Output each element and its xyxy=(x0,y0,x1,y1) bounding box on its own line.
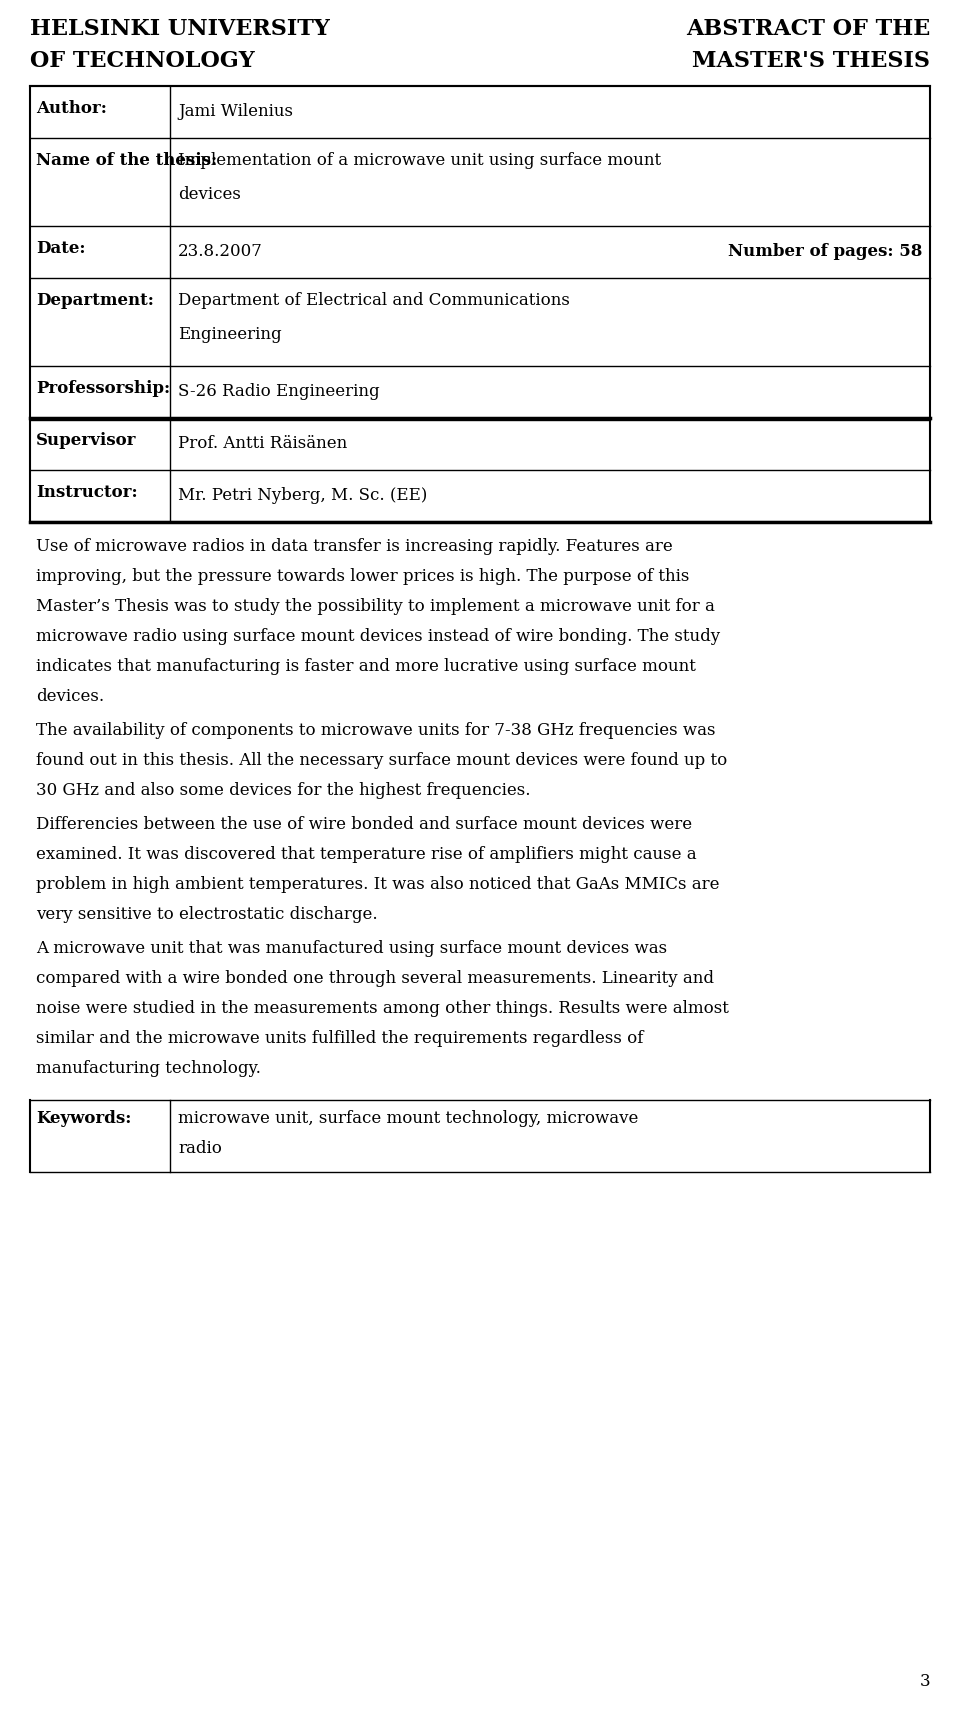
Text: Instructor:: Instructor: xyxy=(36,484,137,501)
Text: OF TECHNOLOGY: OF TECHNOLOGY xyxy=(30,50,254,72)
Text: Name of the thesis:: Name of the thesis: xyxy=(36,153,217,168)
Text: Differencies between the use of wire bonded and surface mount devices were: Differencies between the use of wire bon… xyxy=(36,817,692,832)
Bar xyxy=(30,86,930,522)
Text: compared with a wire bonded one through several measurements. Linearity and: compared with a wire bonded one through … xyxy=(36,970,714,987)
Text: examined. It was discovered that temperature rise of amplifiers might cause a: examined. It was discovered that tempera… xyxy=(36,846,697,863)
Text: noise were studied in the measurements among other things. Results were almost: noise were studied in the measurements a… xyxy=(36,1000,729,1018)
Text: 3: 3 xyxy=(920,1673,930,1690)
Text: HELSINKI UNIVERSITY: HELSINKI UNIVERSITY xyxy=(30,17,329,39)
Text: similar and the microwave units fulfilled the requirements regardless of: similar and the microwave units fulfille… xyxy=(36,1030,643,1047)
Text: Jami Wilenius: Jami Wilenius xyxy=(178,103,293,120)
Text: Supervisor: Supervisor xyxy=(36,432,136,450)
Text: Date:: Date: xyxy=(36,240,85,257)
Text: manufacturing technology.: manufacturing technology. xyxy=(36,1060,261,1078)
Text: Number of pages: 58: Number of pages: 58 xyxy=(728,244,922,261)
Text: radio: radio xyxy=(178,1139,222,1157)
Text: found out in this thesis. All the necessary surface mount devices were found up : found out in this thesis. All the necess… xyxy=(36,752,728,769)
Text: Use of microwave radios in data transfer is increasing rapidly. Features are: Use of microwave radios in data transfer… xyxy=(36,539,673,554)
Text: MASTER'S THESIS: MASTER'S THESIS xyxy=(692,50,930,72)
Text: Master’s Thesis was to study the possibility to implement a microwave unit for a: Master’s Thesis was to study the possibi… xyxy=(36,597,715,614)
Text: improving, but the pressure towards lower prices is high. The purpose of this: improving, but the pressure towards lowe… xyxy=(36,568,689,585)
Text: Keywords:: Keywords: xyxy=(36,1110,132,1127)
Text: devices.: devices. xyxy=(36,688,104,705)
Text: indicates that manufacturing is faster and more lucrative using surface mount: indicates that manufacturing is faster a… xyxy=(36,657,696,674)
Text: Professorship:: Professorship: xyxy=(36,379,170,396)
Text: The availability of components to microwave units for 7-38 GHz frequencies was: The availability of components to microw… xyxy=(36,722,715,740)
Text: Department of Electrical and Communications: Department of Electrical and Communicati… xyxy=(178,292,570,309)
Text: Author:: Author: xyxy=(36,100,107,117)
Text: A microwave unit that was manufactured using surface mount devices was: A microwave unit that was manufactured u… xyxy=(36,940,667,958)
Text: ABSTRACT OF THE: ABSTRACT OF THE xyxy=(685,17,930,39)
Text: problem in high ambient temperatures. It was also noticed that GaAs MMICs are: problem in high ambient temperatures. It… xyxy=(36,875,719,892)
Text: S-26 Radio Engineering: S-26 Radio Engineering xyxy=(178,383,379,400)
Text: 30 GHz and also some devices for the highest frequencies.: 30 GHz and also some devices for the hig… xyxy=(36,782,531,800)
Text: very sensitive to electrostatic discharge.: very sensitive to electrostatic discharg… xyxy=(36,906,377,923)
Text: Prof. Antti Räisänen: Prof. Antti Räisänen xyxy=(178,436,348,453)
Text: Department:: Department: xyxy=(36,292,154,309)
Text: Engineering: Engineering xyxy=(178,326,281,343)
Text: devices: devices xyxy=(178,185,241,202)
Text: 23.8.2007: 23.8.2007 xyxy=(178,244,263,261)
Text: microwave unit, surface mount technology, microwave: microwave unit, surface mount technology… xyxy=(178,1110,638,1127)
Text: Implementation of a microwave unit using surface mount: Implementation of a microwave unit using… xyxy=(178,153,661,168)
Text: Mr. Petri Nyberg, M. Sc. (EE): Mr. Petri Nyberg, M. Sc. (EE) xyxy=(178,487,427,505)
Text: microwave radio using surface mount devices instead of wire bonding. The study: microwave radio using surface mount devi… xyxy=(36,628,720,645)
